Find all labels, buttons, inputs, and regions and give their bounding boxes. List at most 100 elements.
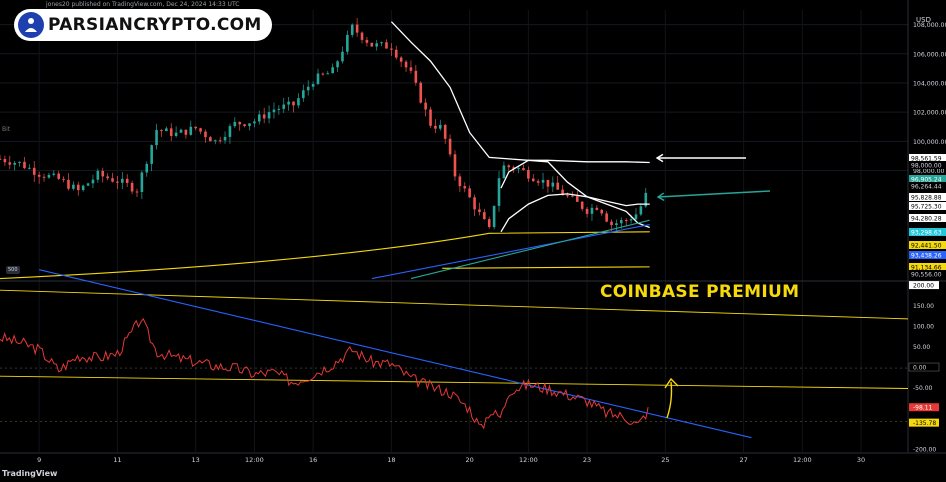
candle-body <box>86 183 90 186</box>
price-label-bg <box>909 270 946 278</box>
time-tick-label: 18 <box>387 456 395 464</box>
price-label: 95,828.88 <box>911 195 942 202</box>
candle-body <box>507 165 511 168</box>
candle-body <box>629 219 633 221</box>
price-label-bg <box>909 182 946 190</box>
candle-body <box>365 39 369 43</box>
price-label-bg <box>909 161 946 169</box>
candle-body <box>228 126 232 137</box>
price-tick-label: 106,000.00 <box>913 51 946 58</box>
published-info: jones20 published on TradingView.com, De… <box>46 1 240 8</box>
candle-body <box>600 209 604 214</box>
candle-body <box>287 101 290 105</box>
candle-body <box>375 43 379 47</box>
candle-body <box>429 109 432 126</box>
price-label-bg <box>909 175 946 183</box>
candle-body <box>585 208 589 214</box>
price-label: 98,561.59 <box>911 156 942 163</box>
price-label-bg <box>909 251 946 259</box>
price-tick-label: 108,000.00 <box>913 22 946 29</box>
premium-tick-label: -98.11 <box>913 405 933 412</box>
candle-body <box>47 174 51 178</box>
candle-body <box>551 182 555 187</box>
candle-body <box>96 170 100 180</box>
time-tick-label: 30 <box>857 456 865 464</box>
candle-body <box>336 61 339 68</box>
premium-tick-label: -200.00 <box>913 446 936 453</box>
candle-body <box>566 195 569 197</box>
candle-body <box>62 178 65 180</box>
candle-body <box>404 61 408 68</box>
yellow-low-line <box>442 266 650 269</box>
candle-body <box>527 170 530 179</box>
white-upper-curve <box>390 21 650 164</box>
candle-body <box>346 34 349 52</box>
candle-body <box>571 195 574 197</box>
time-tick-label: 11 <box>113 456 121 464</box>
premium-label-bg <box>908 362 940 372</box>
candle-body <box>165 128 168 132</box>
candle-body <box>419 82 423 103</box>
candle-body <box>561 189 564 196</box>
candle-body <box>184 129 188 135</box>
price-axis: 108,000.00 106,000.00 104,000.00 102,000.00… <box>2 22 946 464</box>
candle-body <box>458 176 462 187</box>
candle-body <box>233 121 237 127</box>
price-label: 93,298.63 <box>911 230 942 237</box>
candle-body <box>145 163 149 173</box>
watermark-brand: PARSIANCRYPTO.COM <box>48 15 262 35</box>
candle-body <box>292 101 295 106</box>
price-tick-label: 98,000.00 <box>913 168 945 175</box>
candle-body <box>76 184 80 191</box>
candle-body <box>81 185 85 191</box>
candle-body <box>106 176 109 179</box>
indicator-title: COINBASE PREMIUM <box>600 282 800 302</box>
candle-body <box>32 167 36 175</box>
indicator-badge: 500 <box>6 266 20 274</box>
candle-body <box>331 67 334 74</box>
candle-body <box>424 102 427 110</box>
candle-body <box>111 178 114 182</box>
candle-body <box>174 132 178 136</box>
candle-body <box>639 206 643 215</box>
time-tick-label: 12:00 <box>245 456 264 464</box>
premium-pane <box>0 269 909 439</box>
price-tick-label: 102,000.00 <box>913 110 946 117</box>
time-tick-label: 16 <box>309 456 317 464</box>
candle-body <box>370 42 374 47</box>
premium-upper-yellow <box>0 289 909 320</box>
candle-body <box>179 129 183 133</box>
price-label: 91,134.66 <box>911 265 942 272</box>
candle-body <box>605 213 608 222</box>
time-tick-label: 13 <box>192 456 200 464</box>
candle-body <box>28 167 31 169</box>
candle-body <box>243 124 246 127</box>
tradingview-logo: TradingView <box>2 469 58 478</box>
candle-body <box>37 174 41 177</box>
candle-body <box>91 179 95 184</box>
price-label-bg <box>909 241 946 249</box>
price-label-bg <box>909 263 946 271</box>
premium-mid-yellow <box>0 375 909 389</box>
candle-body <box>463 186 467 189</box>
candle-body <box>209 137 212 142</box>
candle-body <box>306 86 310 91</box>
candle-body <box>282 104 286 109</box>
candle-body <box>150 145 153 164</box>
candle-body <box>468 188 471 198</box>
candle-body <box>121 178 124 183</box>
premium-line <box>0 317 649 430</box>
price-label-bg <box>909 214 946 222</box>
candle-body <box>439 124 442 129</box>
candle-body <box>610 221 613 226</box>
candle-body <box>556 182 560 190</box>
price-label: 96,905.24 <box>911 177 942 184</box>
candle-body <box>517 168 520 170</box>
price-label: 93,438.26 <box>911 253 942 260</box>
watermark-logo: PARSIANCRYPTO.COM <box>14 9 272 41</box>
candle-body <box>624 220 628 222</box>
green-arrow-head <box>656 192 665 201</box>
candle-body <box>497 178 501 206</box>
candle-body <box>42 176 46 178</box>
time-tick-label: 25 <box>661 456 669 464</box>
